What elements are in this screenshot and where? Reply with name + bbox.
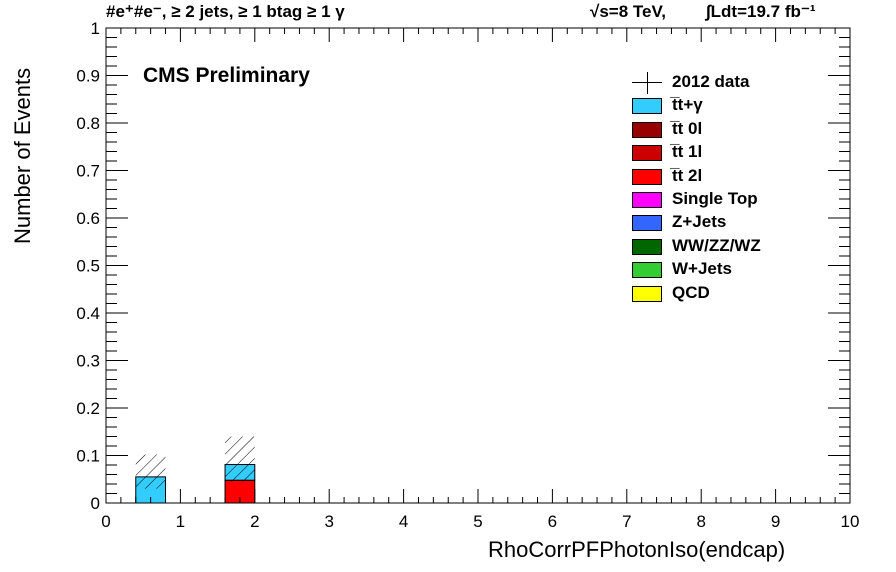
x-tick-label: 9 xyxy=(771,512,780,531)
swatch-icon xyxy=(632,121,662,138)
y-tick-label: 0.7 xyxy=(76,162,100,181)
x-axis-label: RhoCorrPFPhotonIso(endcap) xyxy=(488,537,786,562)
channel-title: #e⁺#e⁻, ≥ 2 jets, ≥ 1 btag ≥ 1 γ xyxy=(106,2,345,21)
swatch-icon xyxy=(632,191,662,208)
lumi-label: ∫Ldt=19.7 fb⁻¹ xyxy=(706,2,816,21)
swatch-icon xyxy=(632,285,662,302)
swatch-icon xyxy=(632,145,662,162)
legend-label: W+Jets xyxy=(672,259,732,279)
x-tick-label: 1 xyxy=(176,512,185,531)
legend-label: WW/ZZ/WZ xyxy=(672,235,761,255)
y-tick-label: 0.3 xyxy=(76,352,100,371)
uncertainty-band xyxy=(225,436,255,482)
swatch-icon xyxy=(632,215,662,232)
y-tick-label: 0.4 xyxy=(76,304,100,323)
y-tick-label: 0.1 xyxy=(76,447,100,466)
energy-label: √s=8 TeV, xyxy=(590,2,666,21)
y-tick-label: 0.8 xyxy=(76,114,100,133)
swatch-icon xyxy=(632,98,662,115)
y-tick-label: 1 xyxy=(91,19,100,38)
y-tick-label: 0.2 xyxy=(76,399,100,418)
legend-label: 2012 data xyxy=(672,72,750,91)
legend-label: t̅t+γ xyxy=(672,95,703,115)
x-tick-label: 10 xyxy=(841,512,860,531)
x-tick-label: 4 xyxy=(399,512,408,531)
uncertainty-band xyxy=(135,454,166,489)
axis-layer: 0 1 2 3 4 5 6 7 8 9 10 0 0.1 0.2 0.3 0.4 0.5 0.6 0.7 0.8 0.9… xyxy=(76,19,859,531)
legend-label: Z+Jets xyxy=(672,212,727,232)
legend-label: t̅t 2l xyxy=(672,165,703,185)
x-tick-label: 2 xyxy=(250,512,259,531)
legend-label: t̅t 0l xyxy=(672,118,703,138)
cms-label: CMS Preliminary xyxy=(143,64,310,87)
x-tick-label: 7 xyxy=(622,512,631,531)
y-tick-label: 0.9 xyxy=(76,67,100,86)
x-tick-label: 3 xyxy=(324,512,333,531)
data-marker-icon xyxy=(632,72,662,94)
y-tick-label: 0.5 xyxy=(76,257,100,276)
x-tick-label: 6 xyxy=(548,512,557,531)
uncertainty-layer xyxy=(135,436,255,489)
legend-label: Single Top xyxy=(672,188,758,208)
swatch-icon xyxy=(632,238,662,255)
y-axis-label: Number of Events xyxy=(10,67,35,244)
y-tick-label: 0 xyxy=(91,494,100,513)
legend-label: QCD xyxy=(672,282,710,302)
legend-label: t̅t 1l xyxy=(672,142,703,162)
y-tick-label: 0.6 xyxy=(76,209,100,228)
x-tick-label: 5 xyxy=(473,512,482,531)
x-tick-label: 0 xyxy=(101,512,110,531)
x-tick-label: 8 xyxy=(696,512,705,531)
swatch-icon xyxy=(632,262,662,279)
swatch-icon xyxy=(632,168,662,185)
plot-frame xyxy=(105,27,851,504)
